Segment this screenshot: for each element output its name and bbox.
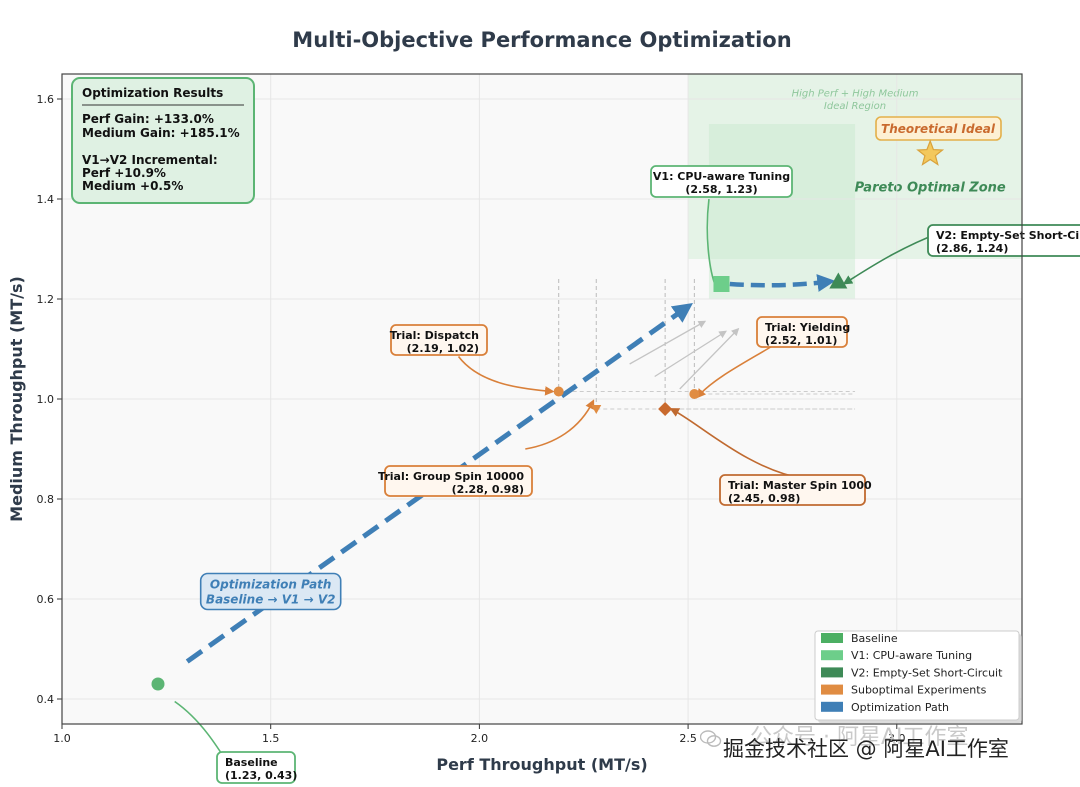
callout-label: Baseline <box>225 756 278 769</box>
plot-frame <box>61 73 1023 725</box>
legend-swatch <box>821 650 843 661</box>
legend-label: Optimization Path <box>851 701 949 714</box>
callout-coords: (2.86, 1.24) <box>936 242 1008 255</box>
x-tick-label: 1.5 <box>262 732 280 745</box>
legend-label: Suboptimal Experiments <box>851 684 987 697</box>
legend-label: V2: Empty-Set Short-Circuit <box>851 666 1003 679</box>
callout-box <box>719 474 866 506</box>
chart-title: Multi-Objective Performance Optimization <box>292 28 791 52</box>
y-tick-label: 1.2 <box>37 293 55 306</box>
point-group_spin <box>591 405 602 414</box>
y-tick-label: 0.6 <box>37 593 55 606</box>
optimization-path-box <box>199 572 342 611</box>
theoretical-ideal-star <box>916 139 945 166</box>
callout-arrow <box>696 345 772 399</box>
watermark-ghost: 公众号 · 阿星AI工作室 <box>750 725 969 750</box>
legend-label: Baseline <box>851 632 898 645</box>
trend-arrow <box>679 327 740 390</box>
ideal-region-label: High Perf + High Medium <box>792 89 919 100</box>
callout-label: Trial: Dispatch <box>390 329 479 342</box>
theoretical-ideal-box <box>875 116 1002 141</box>
y-tick-label: 0.4 <box>37 693 55 706</box>
x-axis-label: Perf Throughput (MT/s) <box>436 755 647 774</box>
callout-coords: (2.52, 1.01) <box>765 334 837 347</box>
results-line: Perf Gain: +133.0% <box>82 112 214 126</box>
y-tick-label: 1.0 <box>37 393 55 406</box>
callout-coords: (2.45, 0.98) <box>728 492 800 505</box>
x-tick-label: 3.0 <box>888 732 906 745</box>
optimization-path-sublabel: Baseline → V1 → V2 <box>206 593 336 607</box>
callout-label: V1: CPU-aware Tuning <box>653 170 790 183</box>
point-v2 <box>829 272 848 289</box>
wechat-icon <box>700 730 722 747</box>
callout-label: Trial: Yielding <box>765 321 850 334</box>
y-tick-label: 1.4 <box>37 193 55 206</box>
point-baseline <box>151 677 165 691</box>
callout-coords: (1.23, 0.43) <box>225 769 297 782</box>
callout-box <box>390 324 488 356</box>
pareto-zone <box>708 124 856 299</box>
v1-v2-arrow <box>729 274 836 292</box>
callout-box <box>650 165 793 198</box>
x-tick-label: 2.5 <box>679 732 697 745</box>
legend-swatch <box>821 701 843 712</box>
legend-swatch <box>821 667 843 678</box>
callout-coords: (2.28, 0.98) <box>452 483 524 496</box>
callout-coords: (2.58, 1.23) <box>685 183 757 196</box>
results-title: Optimization Results <box>82 86 223 100</box>
results-line: V1→V2 Incremental: <box>82 153 218 167</box>
callout-coords: (2.19, 1.02) <box>407 342 479 355</box>
point-dispatch <box>553 386 564 397</box>
callout-arrow <box>525 399 595 450</box>
theoretical-ideal-label: Theoretical Ideal <box>881 122 996 136</box>
guide-lines <box>558 279 856 410</box>
callout-arrow <box>457 356 555 396</box>
results-box: Optimization Results Perf Gain: +133.0% … <box>71 77 255 204</box>
y-tick-label: 0.8 <box>37 493 55 506</box>
x-tick-label: 2.0 <box>471 732 489 745</box>
watermark: 掘金技术社区 @ 阿星AI工作室 <box>723 737 1009 761</box>
y-tick-label: 1.6 <box>37 93 55 106</box>
point-v1 <box>713 276 730 292</box>
callout-label: Trial: Group Spin 10000 <box>378 470 524 483</box>
callout-label: V2: Empty-Set Short-Circuit <box>936 229 1080 242</box>
legend-swatch <box>821 684 843 695</box>
trend-arrow <box>654 330 727 378</box>
optimization-path-label: Optimization Path <box>210 578 332 592</box>
results-line: Medium +0.5% <box>82 179 183 193</box>
legend: Baseline V1: CPU-aware Tuning V2: Empty-Se… <box>814 630 1022 723</box>
callout-box <box>756 316 848 348</box>
trend-arrow <box>629 320 707 365</box>
callout-box <box>927 224 1080 257</box>
ideal-region-label: Ideal Region <box>824 101 886 112</box>
point-master_spin <box>658 402 673 416</box>
point-layer <box>151 139 945 691</box>
results-line: Medium Gain: +185.1% <box>82 126 240 140</box>
results-line: Perf +10.9% <box>82 166 166 180</box>
y-axis-label: Medium Throughput (MT/s) <box>7 276 26 522</box>
callout-label: Trial: Master Spin 1000 <box>728 479 872 492</box>
axes-layer: 1.0 1.5 2.0 2.5 3.0 0.4 0.6 0.8 1.0 1.2 1.4 1.6 <box>37 73 1023 745</box>
point-yielding <box>689 389 700 399</box>
legend-label: V1: CPU-aware Tuning <box>851 649 972 662</box>
pareto-zone-label: Pareto Optimal Zone <box>855 181 1006 196</box>
legend-swatch <box>821 633 843 643</box>
callout-box <box>384 465 533 497</box>
x-tick-label: 1.0 <box>53 732 71 745</box>
callout-box <box>216 751 296 784</box>
